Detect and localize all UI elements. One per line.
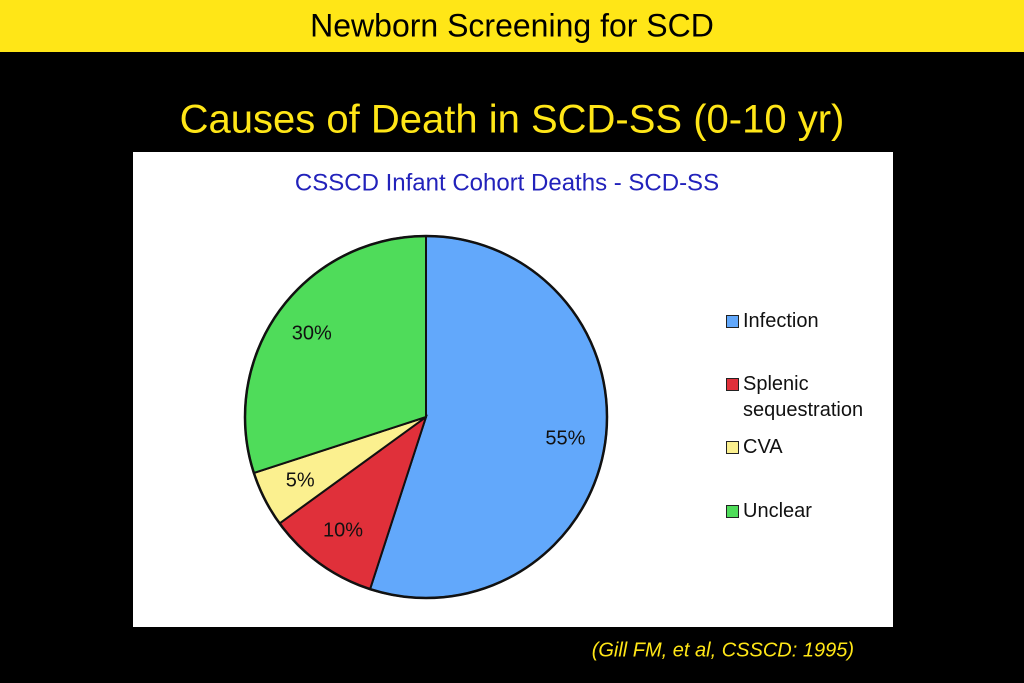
legend-item: Splenic sequestration [726,371,893,423]
slide-title: Causes of Death in SCD-SS (0-10 yr) [180,98,845,142]
legend-label: Unclear [743,500,812,522]
chart-title: CSSCD Infant Cohort Deaths - SCD-SS [295,169,719,196]
legend-item: CVA [726,434,893,460]
legend-swatch [726,315,739,328]
citation: (Gill FM, et al, CSSCD: 1995) [592,639,854,661]
legend-swatch [726,505,739,518]
slice-label: 30% [292,322,332,344]
legend-label: Infection [743,310,819,332]
header-title: Newborn Screening for SCD [310,7,714,43]
legend-label: CVA [743,436,783,458]
slice-label: 10% [323,519,363,541]
legend-item: Infection [726,308,893,334]
legend-item: Unclear [726,498,893,524]
legend-label: Splenic sequestration [743,373,864,421]
legend-swatch [726,441,739,454]
pie-outline [243,234,609,600]
legend-swatch [726,378,739,391]
slice-label: 55% [545,427,585,449]
slice-label: 5% [286,469,315,491]
header-bar [0,0,1024,52]
